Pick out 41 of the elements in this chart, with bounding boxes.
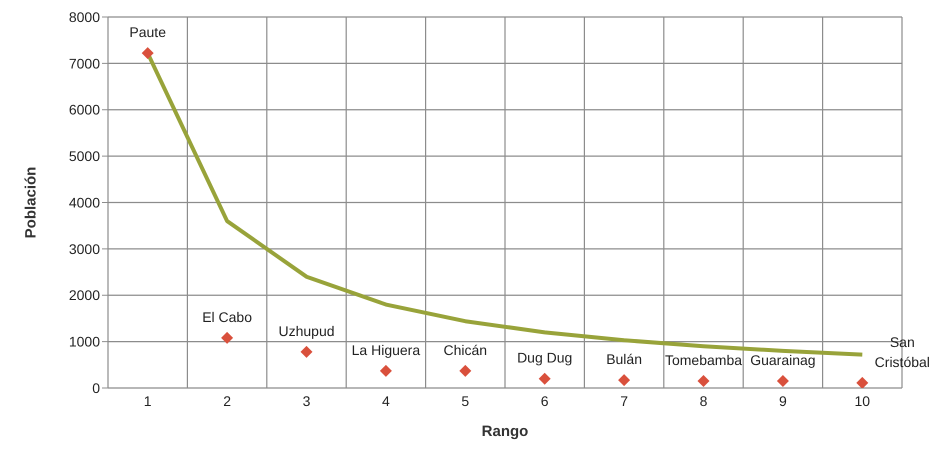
x-tick-label: 1 bbox=[144, 392, 152, 409]
annotation: Uzhupud bbox=[278, 322, 335, 339]
x-tick-label: 7 bbox=[620, 392, 628, 409]
x-tick-label: 9 bbox=[779, 392, 787, 409]
point bbox=[142, 47, 154, 60]
annotation: Chicán bbox=[444, 342, 488, 358]
annotation: Dug Dug bbox=[517, 350, 572, 366]
y-tick-label: 6000 bbox=[68, 102, 100, 118]
point bbox=[776, 375, 789, 388]
annotation: Paute bbox=[129, 24, 166, 40]
x-tick-label: 2 bbox=[223, 392, 232, 409]
y-tick-label: 8000 bbox=[68, 8, 100, 25]
y-tick-label: 2000 bbox=[68, 287, 100, 304]
x-tick-label: 3 bbox=[302, 392, 311, 409]
x-tick-label: 6 bbox=[540, 392, 549, 409]
y-tick-label: 4000 bbox=[68, 194, 100, 210]
point bbox=[380, 364, 392, 377]
point bbox=[856, 376, 868, 388]
y-tick-label: 5000 bbox=[68, 148, 100, 164]
point bbox=[300, 346, 312, 358]
y-tick-label: 7000 bbox=[68, 55, 100, 72]
y-tick-label: 3000 bbox=[68, 240, 100, 257]
x-tick-label: 5 bbox=[461, 392, 470, 409]
x-tick-label: 8 bbox=[700, 392, 708, 409]
annotation: Guarainag bbox=[750, 352, 816, 368]
y-axis-title: Población bbox=[22, 166, 40, 238]
point bbox=[221, 332, 234, 344]
x-tick-label: 10 bbox=[854, 392, 870, 409]
point bbox=[459, 364, 472, 377]
annotation: San Cristóbal bbox=[874, 334, 930, 370]
annotation: Tomebamba bbox=[664, 352, 742, 368]
point bbox=[618, 374, 630, 386]
annotation: Bulán bbox=[606, 351, 642, 368]
annotation: El Cabo bbox=[202, 308, 252, 325]
point bbox=[538, 372, 551, 385]
y-tick-label: 0 bbox=[92, 380, 100, 396]
point bbox=[698, 375, 710, 388]
y-tick-label: 1000 bbox=[68, 334, 100, 350]
annotation: La Higuera bbox=[352, 342, 420, 358]
x-tick-label: 4 bbox=[382, 392, 390, 409]
x-axis-title: Rango bbox=[482, 423, 528, 440]
